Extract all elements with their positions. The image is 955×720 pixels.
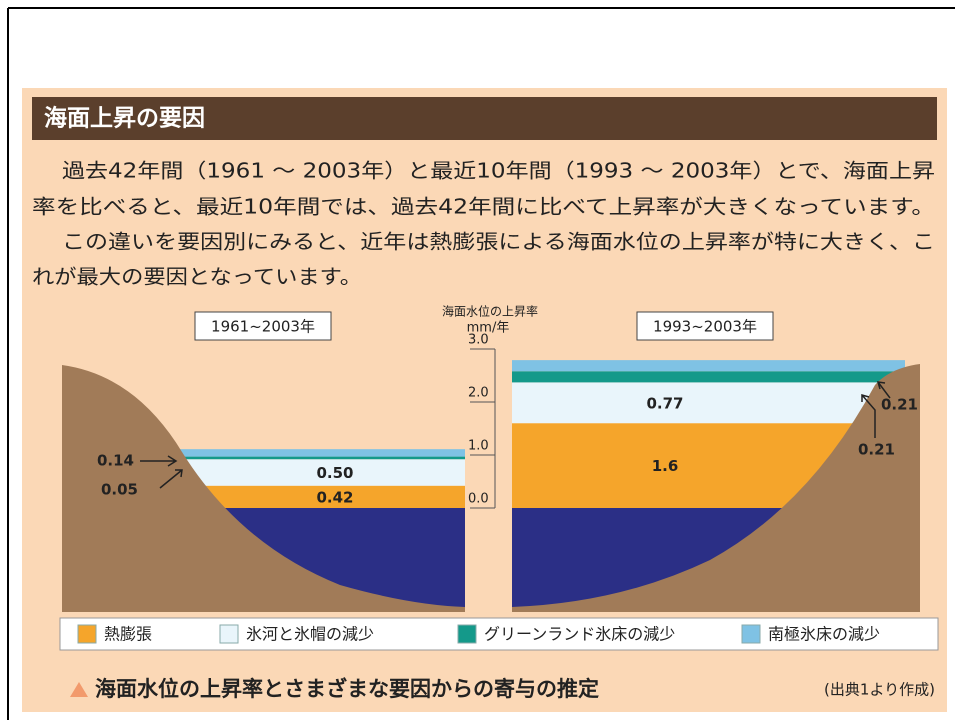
bar-segment <box>512 382 905 424</box>
y-tick-label: 3.0 <box>468 333 489 348</box>
caption-marker <box>70 682 88 697</box>
legend-box <box>59 617 939 651</box>
legend-label: 熱膨張 <box>104 625 152 644</box>
y-tick-label: 0.0 <box>468 492 489 507</box>
value-label: 0.21 <box>858 441 895 459</box>
arrow <box>876 381 891 399</box>
paragraph-line: 過去42年間（1961 ～ 2003年）と最近10年間（1993 ～ 2003年… <box>62 159 935 183</box>
bar-segment <box>150 456 465 460</box>
legend-swatch <box>219 624 239 644</box>
axis-unit: mm/年 <box>467 321 510 336</box>
paragraph-line: この違いを要因別にみると、近年は熱膨張による海面水位の上昇率が特に大きく、こ <box>62 230 935 254</box>
arrow <box>861 394 876 438</box>
value-label: 0.05 <box>101 481 138 499</box>
bar-segment <box>150 485 465 508</box>
header-title: 海面上昇の要因 <box>44 105 205 132</box>
category-box <box>194 311 332 341</box>
value-label: 0.77 <box>646 394 683 412</box>
legend-swatch <box>741 624 761 644</box>
caption: 海面水位の上昇率とさまざまな要因からの寄与の推定 <box>95 677 599 701</box>
paragraph-line: れが最大の要因となっています。 <box>32 265 362 289</box>
arrow <box>159 469 183 489</box>
legend-label: 南極氷床の減少 <box>768 625 880 644</box>
paragraph-line: 率を比べると、最近10年間では、過去42年間に比べて上昇率が大きくなっています。 <box>32 195 935 219</box>
terrain-right <box>512 364 920 612</box>
axis-title: 海面水位の上昇率 <box>442 304 538 319</box>
value-label: 0.21 <box>881 396 918 414</box>
bar-segment <box>150 449 465 457</box>
value-label: 0.50 <box>316 464 353 482</box>
value-label: 1.6 <box>652 457 679 475</box>
value-label: 0.42 <box>316 488 353 506</box>
value-label: 0.14 <box>97 452 134 470</box>
source-note: (出典1より作成) <box>824 681 935 699</box>
category-label: 1961~2003年 <box>211 318 315 336</box>
bar-segment <box>512 371 905 383</box>
terrain-left <box>62 365 465 612</box>
legend-swatch <box>77 624 97 644</box>
bar-segment <box>512 360 905 372</box>
y-tick-label: 2.0 <box>468 386 489 401</box>
bar-segment <box>150 459 465 486</box>
category-label: 1993~2003年 <box>653 318 757 336</box>
arrow <box>140 455 178 467</box>
y-tick-label: 1.0 <box>468 439 489 454</box>
legend-swatch <box>457 624 477 644</box>
legend-label: 氷河と氷帽の減少 <box>246 625 374 644</box>
legend-label: グリーンランド氷床の減少 <box>484 625 675 644</box>
category-box <box>636 311 774 341</box>
header-bar <box>32 97 937 140</box>
overlay: 海面水位の上昇率 mm/年 0.0 1.0 2.0 3.0 1961~2003年 1993~2… <box>62 304 920 697</box>
